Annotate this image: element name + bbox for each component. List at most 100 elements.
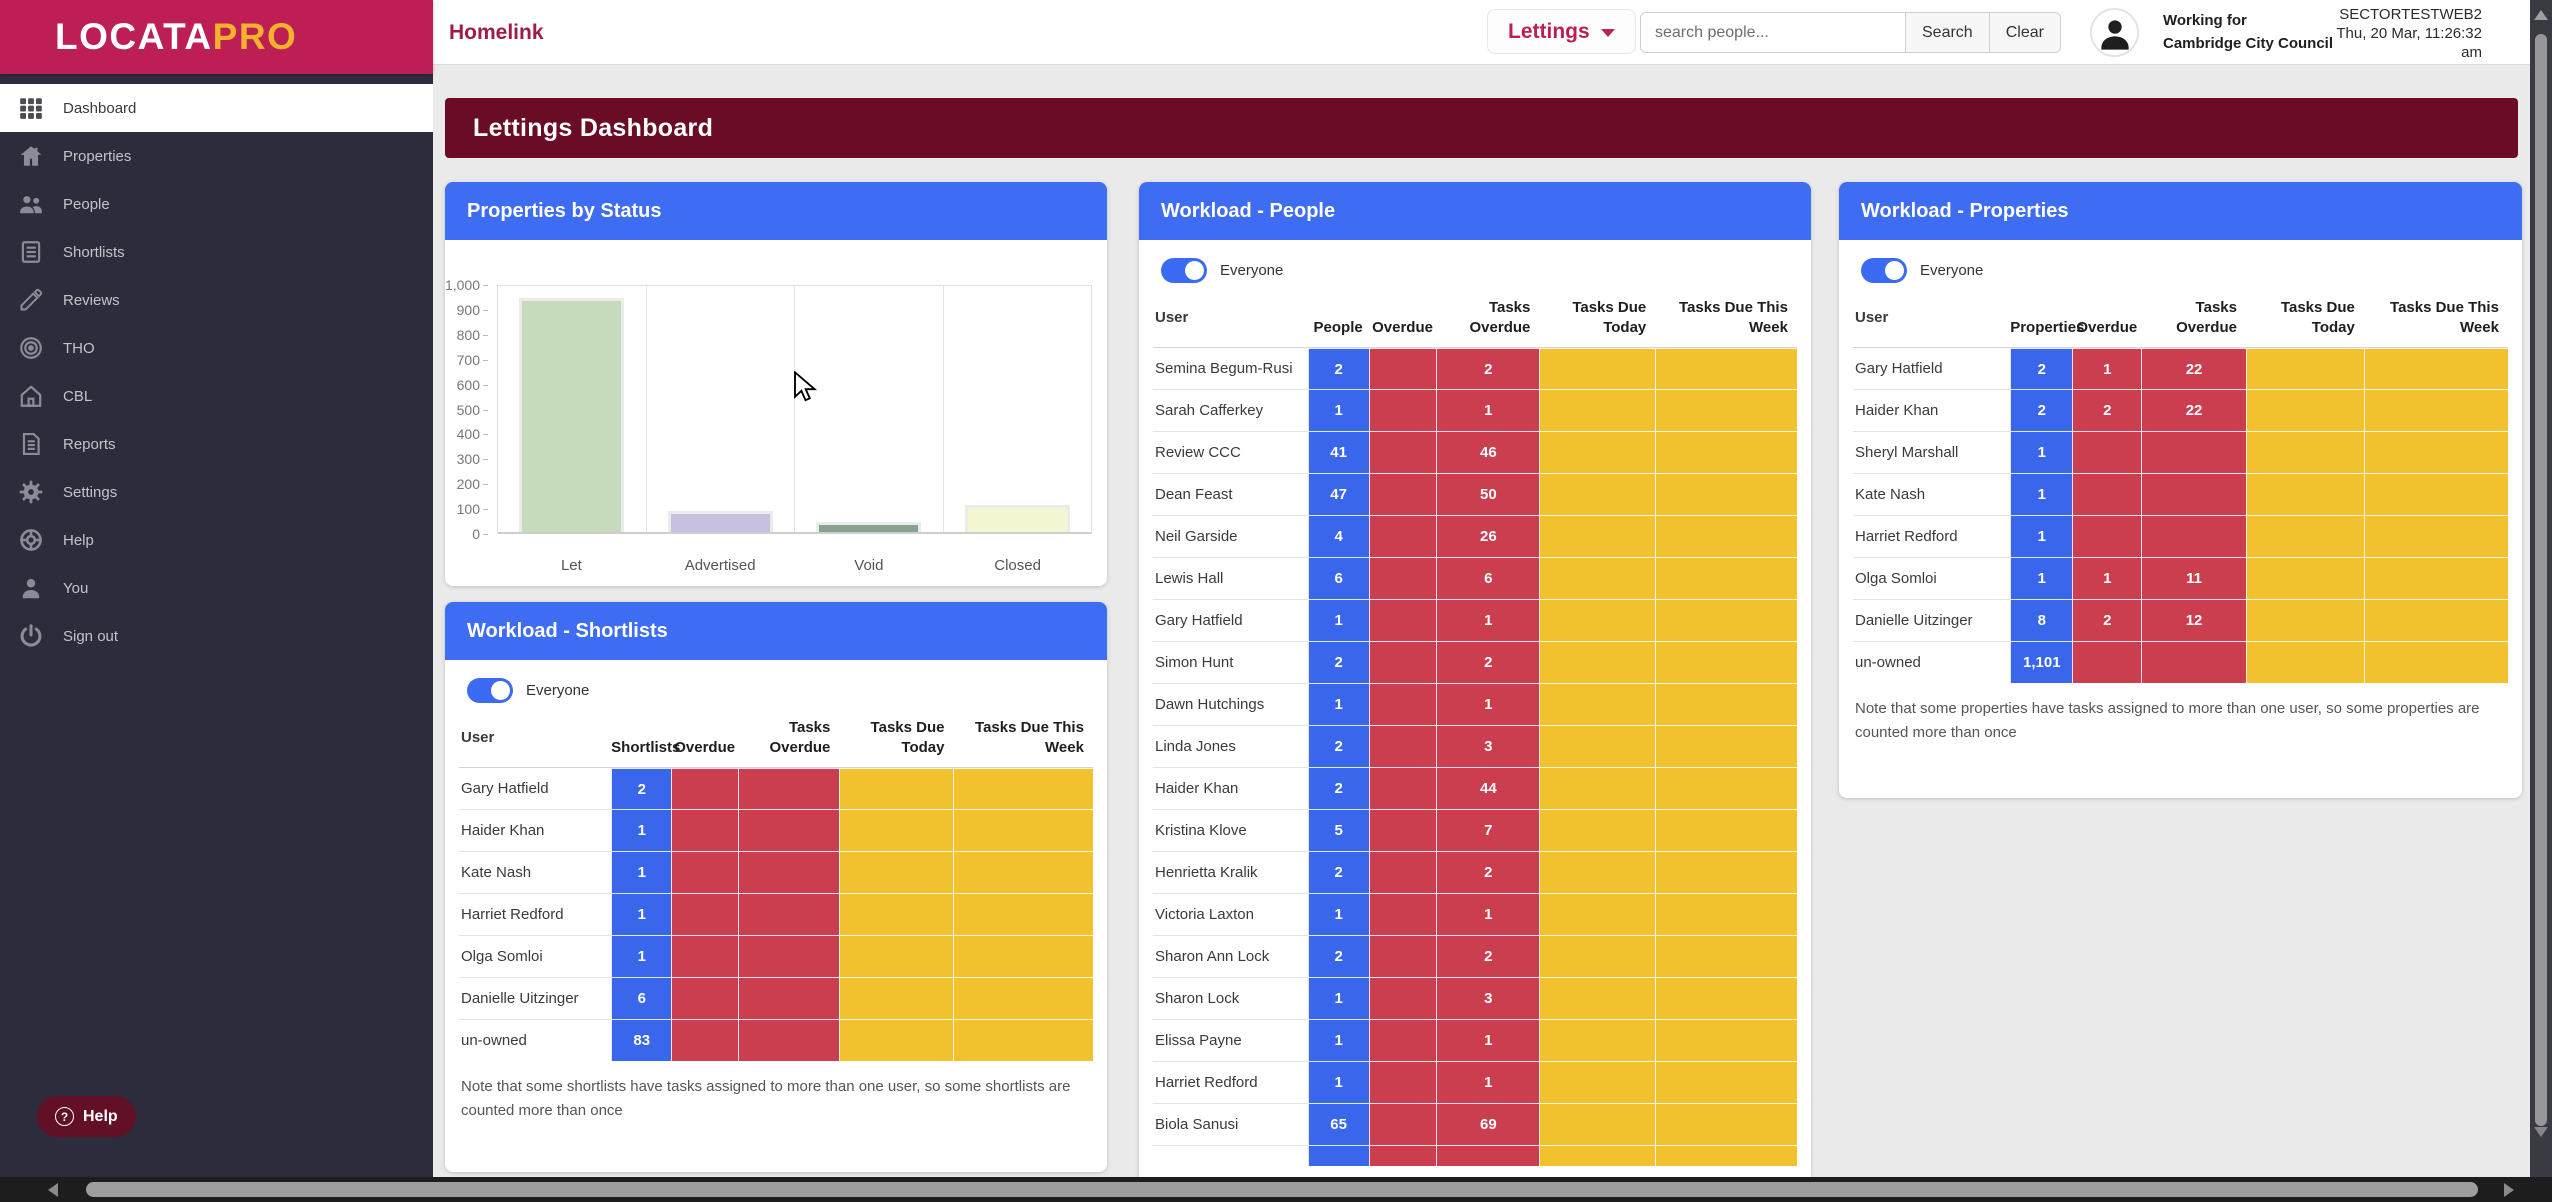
table-row: Olga Somloi 1 1 11 xyxy=(1853,557,2508,599)
user-cell: Gary Hatfield xyxy=(1855,360,1943,377)
tasks-due-today-cell xyxy=(1539,851,1656,893)
user-cell: Kate Nash xyxy=(459,851,612,893)
column-header-count: People xyxy=(1313,319,1363,336)
clear-button[interactable]: Clear xyxy=(1989,12,2061,53)
tasks-due-week-cell xyxy=(2363,599,2508,641)
help-button-label: Help xyxy=(83,1107,118,1125)
overdue-cell: 2 xyxy=(2072,389,2142,431)
scroll-up-arrow-icon[interactable] xyxy=(2534,10,2548,20)
tasks-due-week-cell xyxy=(1655,515,1797,557)
chart-y-tick-label: 0 xyxy=(472,526,488,542)
column-header-count: Properties xyxy=(2010,319,2085,336)
overdue-cell xyxy=(2072,473,2142,515)
overdue-cell xyxy=(1368,977,1437,1019)
panel-header: Workload - Properties xyxy=(1839,182,2522,240)
count-cell: 1 xyxy=(1307,683,1369,725)
table-row: Harriet Redford 1 xyxy=(459,893,1093,935)
sidebar-item-reports[interactable]: Reports xyxy=(0,420,433,468)
person-icon xyxy=(2100,19,2129,50)
bullseye-icon xyxy=(14,335,48,361)
tasks-overdue-cell xyxy=(2141,473,2246,515)
everyone-toggle[interactable] xyxy=(1861,258,1907,283)
count-cell: 1 xyxy=(2010,473,2073,515)
tasks-due-week-cell xyxy=(953,768,1093,809)
user-cell: Sarah Cafferkey xyxy=(1153,389,1308,431)
sidebar-item-people[interactable]: People xyxy=(0,180,433,228)
sidebar-item-you[interactable]: You xyxy=(0,564,433,612)
count-cell: 1 xyxy=(1307,1061,1369,1103)
search-input[interactable] xyxy=(1640,12,1906,53)
tasks-overdue-cell: 12 xyxy=(2141,599,2246,641)
tasks-due-today-cell xyxy=(2245,348,2364,389)
sidebar-item-settings[interactable]: Settings xyxy=(0,468,433,516)
horizontal-scrollbar[interactable] xyxy=(0,1177,2552,1202)
tasks-due-today-cell xyxy=(1539,809,1656,851)
sidebar-item-properties[interactable]: Properties xyxy=(0,132,433,180)
gear-icon xyxy=(14,479,48,505)
table-row: Harriet Redford 1 xyxy=(1853,515,2508,557)
table-row: Gary Hatfield 2 xyxy=(459,768,1093,809)
tasks-overdue-cell: 44 xyxy=(1436,767,1540,809)
tasks-overdue-cell: 7 xyxy=(1436,809,1540,851)
scroll-right-arrow-icon[interactable] xyxy=(2504,1183,2514,1197)
sidebar-item-label: THO xyxy=(63,339,95,357)
overdue-cell xyxy=(1368,599,1437,641)
table-row: Danielle Uitzinger 8 2 12 xyxy=(1853,599,2508,641)
sidebar-item-reviews[interactable]: Reviews xyxy=(0,276,433,324)
help-button[interactable]: ? Help xyxy=(37,1096,136,1137)
life-ring-icon xyxy=(14,527,48,553)
overdue-cell xyxy=(671,1019,738,1061)
tasks-due-today-cell xyxy=(1539,431,1656,473)
vertical-scrollbar-thumb[interactable] xyxy=(2535,34,2547,1126)
tasks-due-today-cell xyxy=(1539,683,1656,725)
everyone-toggle[interactable] xyxy=(1161,258,1207,283)
chart-y-tick-label: 600 xyxy=(456,376,489,393)
column-header-tasks-overdue: Tasks Overdue xyxy=(2176,299,2237,336)
app-logo[interactable]: LOCATAPRO xyxy=(0,0,433,74)
user-cell: Semina Begum-Rusi xyxy=(1155,360,1293,377)
user-cell: Simon Hunt xyxy=(1153,641,1308,683)
tasks-overdue-cell: 2 xyxy=(1436,935,1540,977)
user-avatar[interactable] xyxy=(2090,8,2139,57)
tasks-overdue-cell xyxy=(2141,515,2246,557)
chart-column-let xyxy=(498,286,647,532)
count-cell: 6 xyxy=(1307,557,1369,599)
tasks-due-week-cell xyxy=(2363,473,2508,515)
tasks-overdue-cell xyxy=(737,851,840,893)
sidebar-item-sign-out[interactable]: Sign out xyxy=(0,612,433,660)
house-icon xyxy=(14,143,48,169)
sidebar-item-label: Sign out xyxy=(63,627,119,645)
everyone-toggle-row: Everyone xyxy=(1139,240,1811,287)
scroll-left-arrow-icon[interactable] xyxy=(48,1183,58,1197)
count-cell: 1 xyxy=(1307,1019,1369,1061)
tasks-due-week-cell xyxy=(1655,1061,1797,1103)
table-row xyxy=(1153,1145,1797,1166)
overdue-cell: 1 xyxy=(2072,348,2142,389)
sidebar-item-help[interactable]: Help xyxy=(0,516,433,564)
sidebar-item-cbl[interactable]: CBL xyxy=(0,372,433,420)
tasks-overdue-cell xyxy=(737,935,840,977)
tasks-due-today-cell xyxy=(1539,725,1656,767)
module-selector-button[interactable]: Lettings xyxy=(1487,9,1636,54)
overdue-cell xyxy=(1368,683,1437,725)
sidebar-item-shortlists[interactable]: Shortlists xyxy=(0,228,433,276)
horizontal-scrollbar-thumb[interactable] xyxy=(86,1182,2478,1197)
count-cell: 1 xyxy=(2010,515,2073,557)
homelink-link[interactable]: Homelink xyxy=(449,20,544,44)
table-row: Dean Feast 47 50 xyxy=(1153,473,1797,515)
tasks-due-today-cell xyxy=(1539,977,1656,1019)
tasks-overdue-cell xyxy=(737,893,840,935)
sidebar-item-label: Shortlists xyxy=(63,243,125,261)
tasks-due-week-cell xyxy=(1655,431,1797,473)
sidebar-item-dashboard[interactable]: Dashboard xyxy=(0,84,433,132)
sidebar-item-tho[interactable]: THO xyxy=(0,324,433,372)
count-cell: 2 xyxy=(1307,348,1369,389)
user-cell: Gary Hatfield xyxy=(1153,599,1308,641)
user-cell: Sharon Ann Lock xyxy=(1153,935,1308,977)
scroll-down-arrow-icon[interactable] xyxy=(2534,1127,2548,1137)
search-button[interactable]: Search xyxy=(1906,12,1990,53)
count-cell: 2 xyxy=(1307,641,1369,683)
everyone-toggle[interactable] xyxy=(467,678,513,703)
vertical-scrollbar[interactable] xyxy=(2530,0,2552,1177)
tasks-due-week-cell xyxy=(2363,641,2508,683)
